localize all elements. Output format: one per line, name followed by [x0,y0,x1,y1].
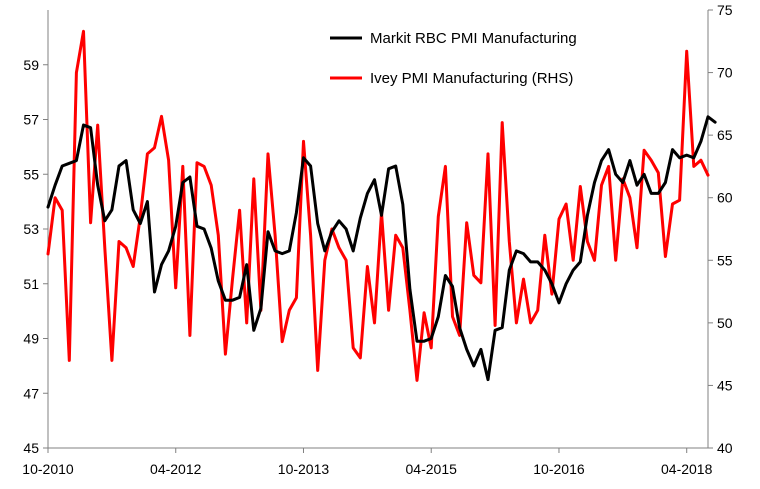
x-ticks: 10-2010 04-2012 10-2013 04-2015 10-2016 04-20… [22,448,713,477]
x-tick-label: 10-2010 [22,461,74,477]
right-tick-label: 65 [717,127,733,143]
left-tick-label: 57 [23,112,39,128]
right-tick-label: 50 [717,315,733,331]
right-tick-label: 45 [717,377,733,393]
x-tick-label: 04-2012 [150,461,202,477]
legend: Markit RBC PMI Manufacturing Ivey PMI Ma… [330,30,577,87]
x-tick-label: 04-2015 [406,461,458,477]
left-y-ticks: 45 47 49 51 53 55 57 59 [23,57,48,456]
right-y-ticks: 40 45 50 55 60 65 70 75 [708,2,733,456]
x-tick-label: 10-2013 [278,461,330,477]
right-tick-label: 55 [717,252,733,268]
left-tick-label: 49 [23,331,39,347]
series-line-markit [46,115,717,382]
x-tick-label: 10-2016 [533,461,585,477]
series-layer [46,29,717,382]
legend-label-ivey: Ivey PMI Manufacturing (RHS) [370,70,573,87]
left-tick-label: 55 [23,166,39,182]
left-tick-label: 47 [23,385,39,401]
right-tick-label: 60 [717,190,733,206]
left-tick-label: 45 [23,440,39,456]
series-line-ivey [46,29,710,382]
left-tick-label: 59 [23,57,39,73]
right-tick-label: 40 [717,440,733,456]
left-tick-label: 51 [23,276,39,292]
x-tick-label: 04-2018 [661,461,713,477]
right-tick-label: 70 [717,65,733,81]
right-tick-label: 75 [717,2,733,18]
legend-item-markit: Markit RBC PMI Manufacturing [330,30,577,47]
legend-label-markit: Markit RBC PMI Manufacturing [370,30,577,47]
legend-item-ivey: Ivey PMI Manufacturing (RHS) [330,70,573,87]
left-tick-label: 53 [23,221,39,237]
